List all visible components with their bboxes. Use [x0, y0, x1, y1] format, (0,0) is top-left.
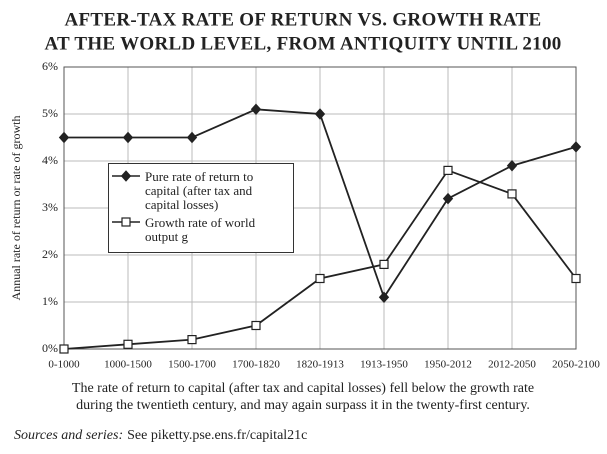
caption: The rate of return to capital (after tax… — [72, 381, 534, 396]
diamond-marker — [58, 131, 70, 144]
square-marker — [379, 259, 389, 269]
square-marker — [571, 273, 581, 284]
chart-title: AFTER-TAX RATE OF RETURN VS. GROWTH RATE — [64, 9, 541, 30]
source-text: See piketty.pse.ens.fr/capital21c — [127, 428, 307, 443]
legend: Pure rate of return to capital (after ta… — [108, 163, 294, 253]
legend-marker — [120, 170, 132, 182]
x-tick-label: 1700-1820 — [232, 359, 280, 371]
y-tick-label: 5% — [42, 106, 58, 120]
diamond-marker — [570, 141, 582, 153]
diamond-marker — [314, 108, 326, 120]
plot-frame — [63, 66, 577, 350]
y-tick-label: 6% — [42, 59, 58, 73]
y-tick-label: 3% — [42, 200, 58, 214]
diamond-marker — [442, 192, 454, 205]
legend-icon — [112, 217, 140, 227]
chart-title: AT THE WORLD LEVEL, FROM ANTIQUITY UNTIL… — [44, 33, 561, 54]
y-tick-label: 2% — [42, 247, 58, 261]
x-tick-label: 2050-2100 — [552, 359, 600, 371]
legend-label: Pure rate of return to capital (after ta… — [145, 169, 254, 212]
y-axis-label: Annual rate of return or rate of growth — [9, 116, 23, 301]
caption: during the twentieth century, and may ag… — [76, 398, 530, 413]
square-marker — [123, 339, 133, 349]
y-tick-label: 0% — [42, 341, 58, 355]
source: Sources and series: See piketty.pse.ens.f… — [14, 428, 307, 443]
square-marker — [315, 273, 325, 284]
y-tick-label: 1% — [42, 294, 58, 308]
square-marker — [187, 335, 197, 345]
legend-label: Growth rate of world output g — [145, 215, 256, 244]
source-label: Sources and series: — [14, 428, 123, 443]
x-tick-label: 2012-2050 — [488, 359, 536, 371]
legend-entry: Growth rate of world output g — [111, 216, 289, 244]
x-tick-label: 1500-1700 — [168, 359, 216, 371]
diamond-marker — [250, 103, 262, 116]
diamond-marker — [122, 131, 134, 144]
legend-marker — [121, 217, 131, 227]
x-tick-label: 0-1000 — [48, 359, 80, 371]
y-tick-label: 4% — [42, 153, 58, 167]
x-tick-label: 1820-1913 — [296, 359, 344, 371]
diamond-marker — [186, 131, 198, 144]
legend-entry: Pure rate of return to capital (after ta… — [111, 170, 289, 212]
square-marker — [251, 320, 261, 331]
square-marker — [507, 189, 517, 199]
square-marker — [59, 344, 69, 354]
x-tick-label: 1000-1500 — [104, 359, 152, 371]
square-marker — [443, 165, 453, 175]
x-tick-label: 1950-2012 — [424, 359, 472, 371]
x-tick-label: 1913-1950 — [360, 359, 408, 371]
legend-icon — [112, 170, 140, 182]
diamond-marker — [378, 291, 390, 304]
diamond-marker — [506, 159, 518, 172]
